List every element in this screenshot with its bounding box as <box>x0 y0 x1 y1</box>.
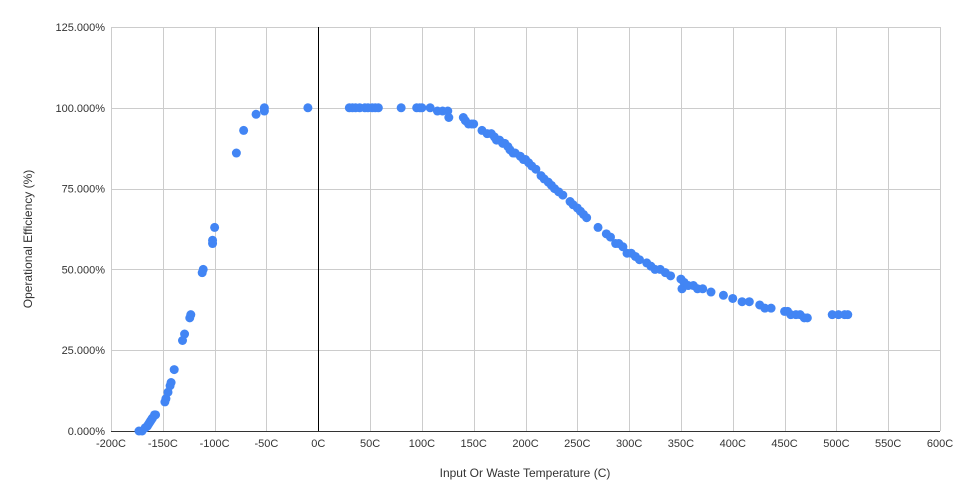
x-tick-label: -200C <box>96 438 126 450</box>
data-point <box>634 255 644 265</box>
tick-labels: -200C -150C -100C -50C 0C 50C 100C 150C 200C 250C… <box>55 22 953 450</box>
data-point <box>169 365 179 375</box>
data-point <box>618 242 628 252</box>
data-point <box>444 112 454 122</box>
data-point <box>827 310 837 320</box>
data-point <box>605 232 615 242</box>
y-tick-label: 75.000% <box>62 184 106 196</box>
y-tick-label: 125.000% <box>55 22 105 34</box>
x-tick-label: 350C <box>668 438 694 450</box>
data-point <box>373 103 383 113</box>
gridlines <box>111 27 941 431</box>
data-point <box>259 103 269 113</box>
x-tick-label: 0C <box>311 438 325 450</box>
data-point <box>425 103 435 113</box>
data-point <box>531 164 541 174</box>
x-tick-label: -50C <box>255 438 279 450</box>
y-tick-label: 50.000% <box>62 264 106 276</box>
y-tick-label: 100.000% <box>55 103 105 115</box>
x-tick-label: 100C <box>409 438 435 450</box>
data-point <box>166 378 176 388</box>
x-tick-label: 600C <box>927 438 953 450</box>
data-point <box>303 103 313 113</box>
x-tick-label: 450C <box>771 438 797 450</box>
data-point <box>744 297 754 307</box>
data-point <box>396 103 406 113</box>
data-point <box>718 290 728 300</box>
x-tick-label: 150C <box>461 438 487 450</box>
data-point <box>198 264 208 274</box>
y-axis-title: Operational Efficiency (%) <box>21 170 35 309</box>
x-tick-label: 550C <box>875 438 901 450</box>
x-tick-label: 250C <box>564 438 590 450</box>
data-point <box>843 310 853 320</box>
x-tick-label: 50C <box>360 438 380 450</box>
data-point <box>558 190 568 200</box>
data-point <box>239 125 249 135</box>
data-point <box>186 310 196 320</box>
data-point <box>469 119 479 129</box>
data-point <box>760 303 770 313</box>
y-tick-label: 0.000% <box>68 426 106 438</box>
data-point <box>666 271 676 281</box>
data-point <box>180 329 190 339</box>
data-point <box>417 103 427 113</box>
data-point <box>698 284 708 294</box>
data-points <box>134 103 853 436</box>
data-point <box>728 293 738 303</box>
data-point <box>833 310 843 320</box>
data-point <box>706 287 716 297</box>
data-point <box>766 303 776 313</box>
x-axis-title: Input Or Waste Temperature (C) <box>440 466 611 480</box>
x-tick-label: 300C <box>616 438 642 450</box>
data-point <box>802 313 812 323</box>
data-point <box>251 109 261 119</box>
y-tick-label: 25.000% <box>62 345 106 357</box>
x-tick-label: 400C <box>720 438 746 450</box>
x-tick-label: -100C <box>200 438 230 450</box>
data-point <box>231 148 241 158</box>
x-tick-label: 200C <box>512 438 538 450</box>
data-point <box>151 410 161 420</box>
data-point <box>208 235 218 245</box>
data-point <box>593 222 603 232</box>
x-tick-label: 500C <box>823 438 849 450</box>
x-tick-label: -150C <box>148 438 178 450</box>
data-point <box>210 222 220 232</box>
axes <box>111 27 940 432</box>
data-point <box>737 297 747 307</box>
data-point <box>582 213 592 223</box>
